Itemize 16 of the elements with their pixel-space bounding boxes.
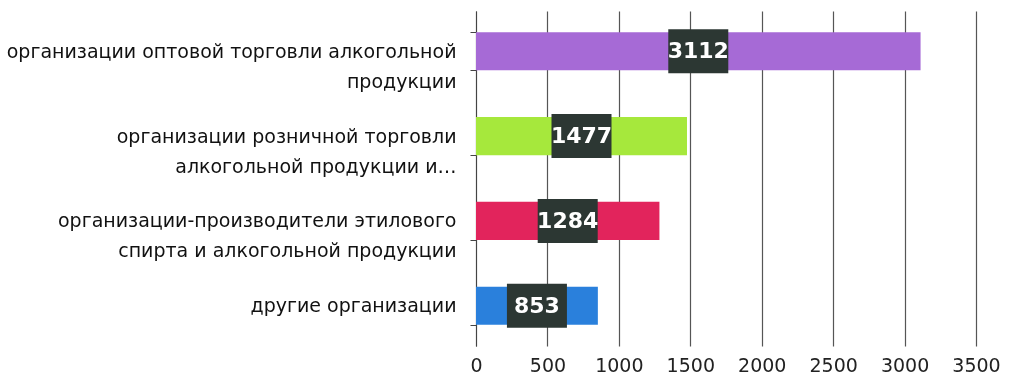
y-tick-label: организации розничной торговли алкогольной продукции и… [116, 124, 457, 177]
x-tick-label: 3500 [952, 353, 1001, 376]
y-tick-label: организации оптовой торговли алкогольной продукции [6, 39, 457, 92]
x-tick-label: 3000 [880, 353, 930, 376]
data-label: 853 [513, 292, 560, 318]
y-tick-label: организации-производители этилового спирта и алкогольной продукции [57, 209, 457, 262]
x-tick-label: 2500 [809, 353, 858, 376]
x-tick-label: 1500 [666, 353, 715, 376]
x-tick-label: 500 [529, 353, 567, 376]
data-label: 1284 [537, 207, 599, 233]
data-label: 1477 [550, 123, 613, 149]
x-tick-label: 1000 [595, 353, 644, 376]
data-label: 3112 [667, 38, 729, 64]
x-tick-label: 0 [470, 353, 483, 376]
y-tick-label: другие организации [250, 294, 457, 317]
x-tick-label: 2000 [738, 353, 787, 376]
